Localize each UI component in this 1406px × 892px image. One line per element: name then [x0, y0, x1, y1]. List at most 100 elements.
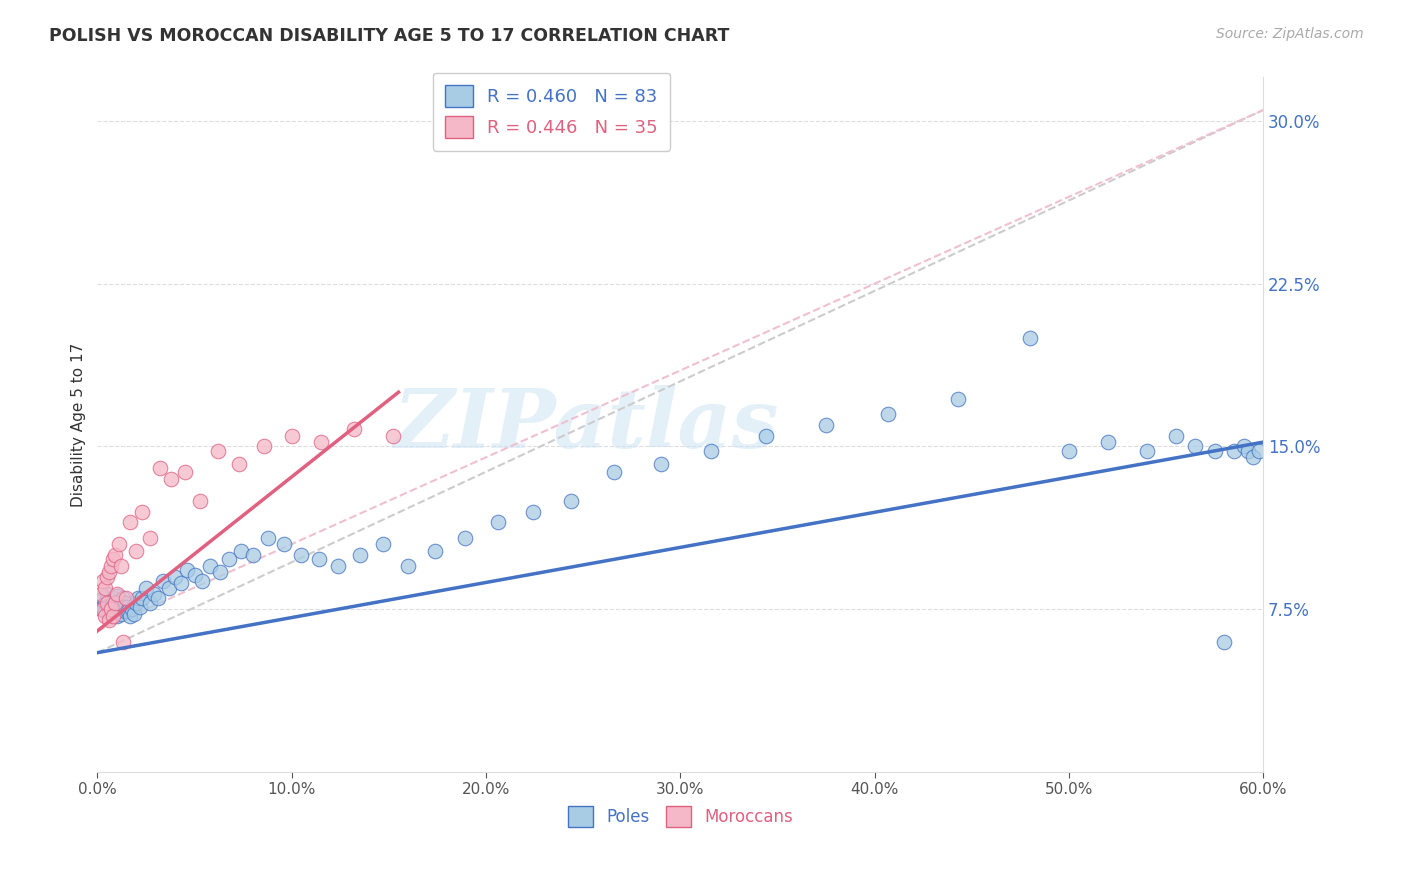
Point — [114, 596, 136, 610]
Point — [1223, 443, 1246, 458]
Point — [308, 552, 330, 566]
Point — [105, 589, 128, 603]
Point — [111, 602, 134, 616]
Point — [139, 596, 162, 610]
Point — [120, 608, 142, 623]
Point — [183, 567, 205, 582]
Point — [98, 593, 121, 607]
Y-axis label: Disability Age 5 to 17: Disability Age 5 to 17 — [72, 343, 86, 507]
Point — [328, 558, 350, 573]
Point — [94, 608, 117, 623]
Point — [105, 600, 128, 615]
Point — [121, 602, 143, 616]
Point — [231, 543, 253, 558]
Point — [94, 581, 117, 595]
Point — [98, 602, 121, 616]
Point — [100, 607, 122, 621]
Point — [198, 558, 221, 573]
Point — [129, 600, 152, 615]
Point — [1136, 443, 1159, 458]
Point — [1164, 428, 1187, 442]
Point — [309, 435, 332, 450]
Point — [91, 574, 114, 588]
Point — [207, 443, 229, 458]
Point — [105, 608, 128, 623]
Point — [152, 574, 174, 588]
Point — [173, 466, 195, 480]
Point — [560, 493, 582, 508]
Point — [117, 604, 139, 618]
Point — [139, 531, 162, 545]
Point — [101, 552, 124, 566]
Point — [176, 563, 198, 577]
Point — [125, 596, 148, 610]
Point — [191, 574, 214, 588]
Point — [381, 428, 404, 442]
Point — [1184, 440, 1206, 454]
Point — [135, 581, 157, 595]
Point — [877, 407, 900, 421]
Point — [1243, 450, 1265, 465]
Point — [101, 608, 124, 623]
Point — [115, 600, 138, 615]
Point — [110, 607, 132, 621]
Point — [1236, 443, 1258, 458]
Point — [396, 558, 419, 573]
Point — [946, 392, 969, 406]
Point — [90, 587, 112, 601]
Point — [188, 493, 211, 508]
Point — [242, 548, 264, 562]
Point — [96, 570, 118, 584]
Point — [1249, 443, 1271, 458]
Point — [91, 602, 114, 616]
Point — [107, 593, 129, 607]
Point — [650, 457, 672, 471]
Point — [107, 602, 129, 616]
Point — [98, 566, 121, 580]
Point — [157, 581, 180, 595]
Point — [1057, 443, 1080, 458]
Point — [814, 417, 837, 432]
Point — [127, 591, 149, 606]
Point — [94, 604, 117, 618]
Point — [160, 472, 183, 486]
Point — [142, 587, 165, 601]
Point — [253, 440, 276, 454]
Point — [290, 548, 312, 562]
Point — [425, 543, 447, 558]
Point — [122, 607, 145, 621]
Point — [101, 608, 124, 623]
Point — [349, 548, 371, 562]
Point — [603, 466, 626, 480]
Text: ZIPatlas: ZIPatlas — [394, 384, 780, 465]
Point — [115, 591, 138, 606]
Point — [280, 428, 302, 442]
Point — [104, 596, 127, 610]
Point — [98, 613, 121, 627]
Point — [1213, 635, 1236, 649]
Point — [146, 591, 169, 606]
Point — [1204, 443, 1226, 458]
Point — [101, 591, 124, 606]
Point — [522, 505, 544, 519]
Point — [100, 602, 122, 616]
Legend: Poles, Moroccans: Poles, Moroccans — [561, 799, 800, 833]
Point — [110, 558, 132, 573]
Point — [90, 602, 112, 616]
Point — [1097, 435, 1119, 450]
Point — [228, 457, 250, 471]
Point — [94, 596, 117, 610]
Text: POLISH VS MOROCCAN DISABILITY AGE 5 TO 17 CORRELATION CHART: POLISH VS MOROCCAN DISABILITY AGE 5 TO 1… — [49, 27, 730, 45]
Point — [131, 505, 153, 519]
Point — [257, 531, 280, 545]
Point — [755, 428, 778, 442]
Point — [114, 604, 136, 618]
Point — [208, 566, 231, 580]
Point — [1019, 331, 1042, 345]
Point — [105, 587, 128, 601]
Point — [110, 598, 132, 612]
Text: Source: ZipAtlas.com: Source: ZipAtlas.com — [1216, 27, 1364, 41]
Point — [453, 531, 475, 545]
Point — [371, 537, 394, 551]
Point — [96, 596, 118, 610]
